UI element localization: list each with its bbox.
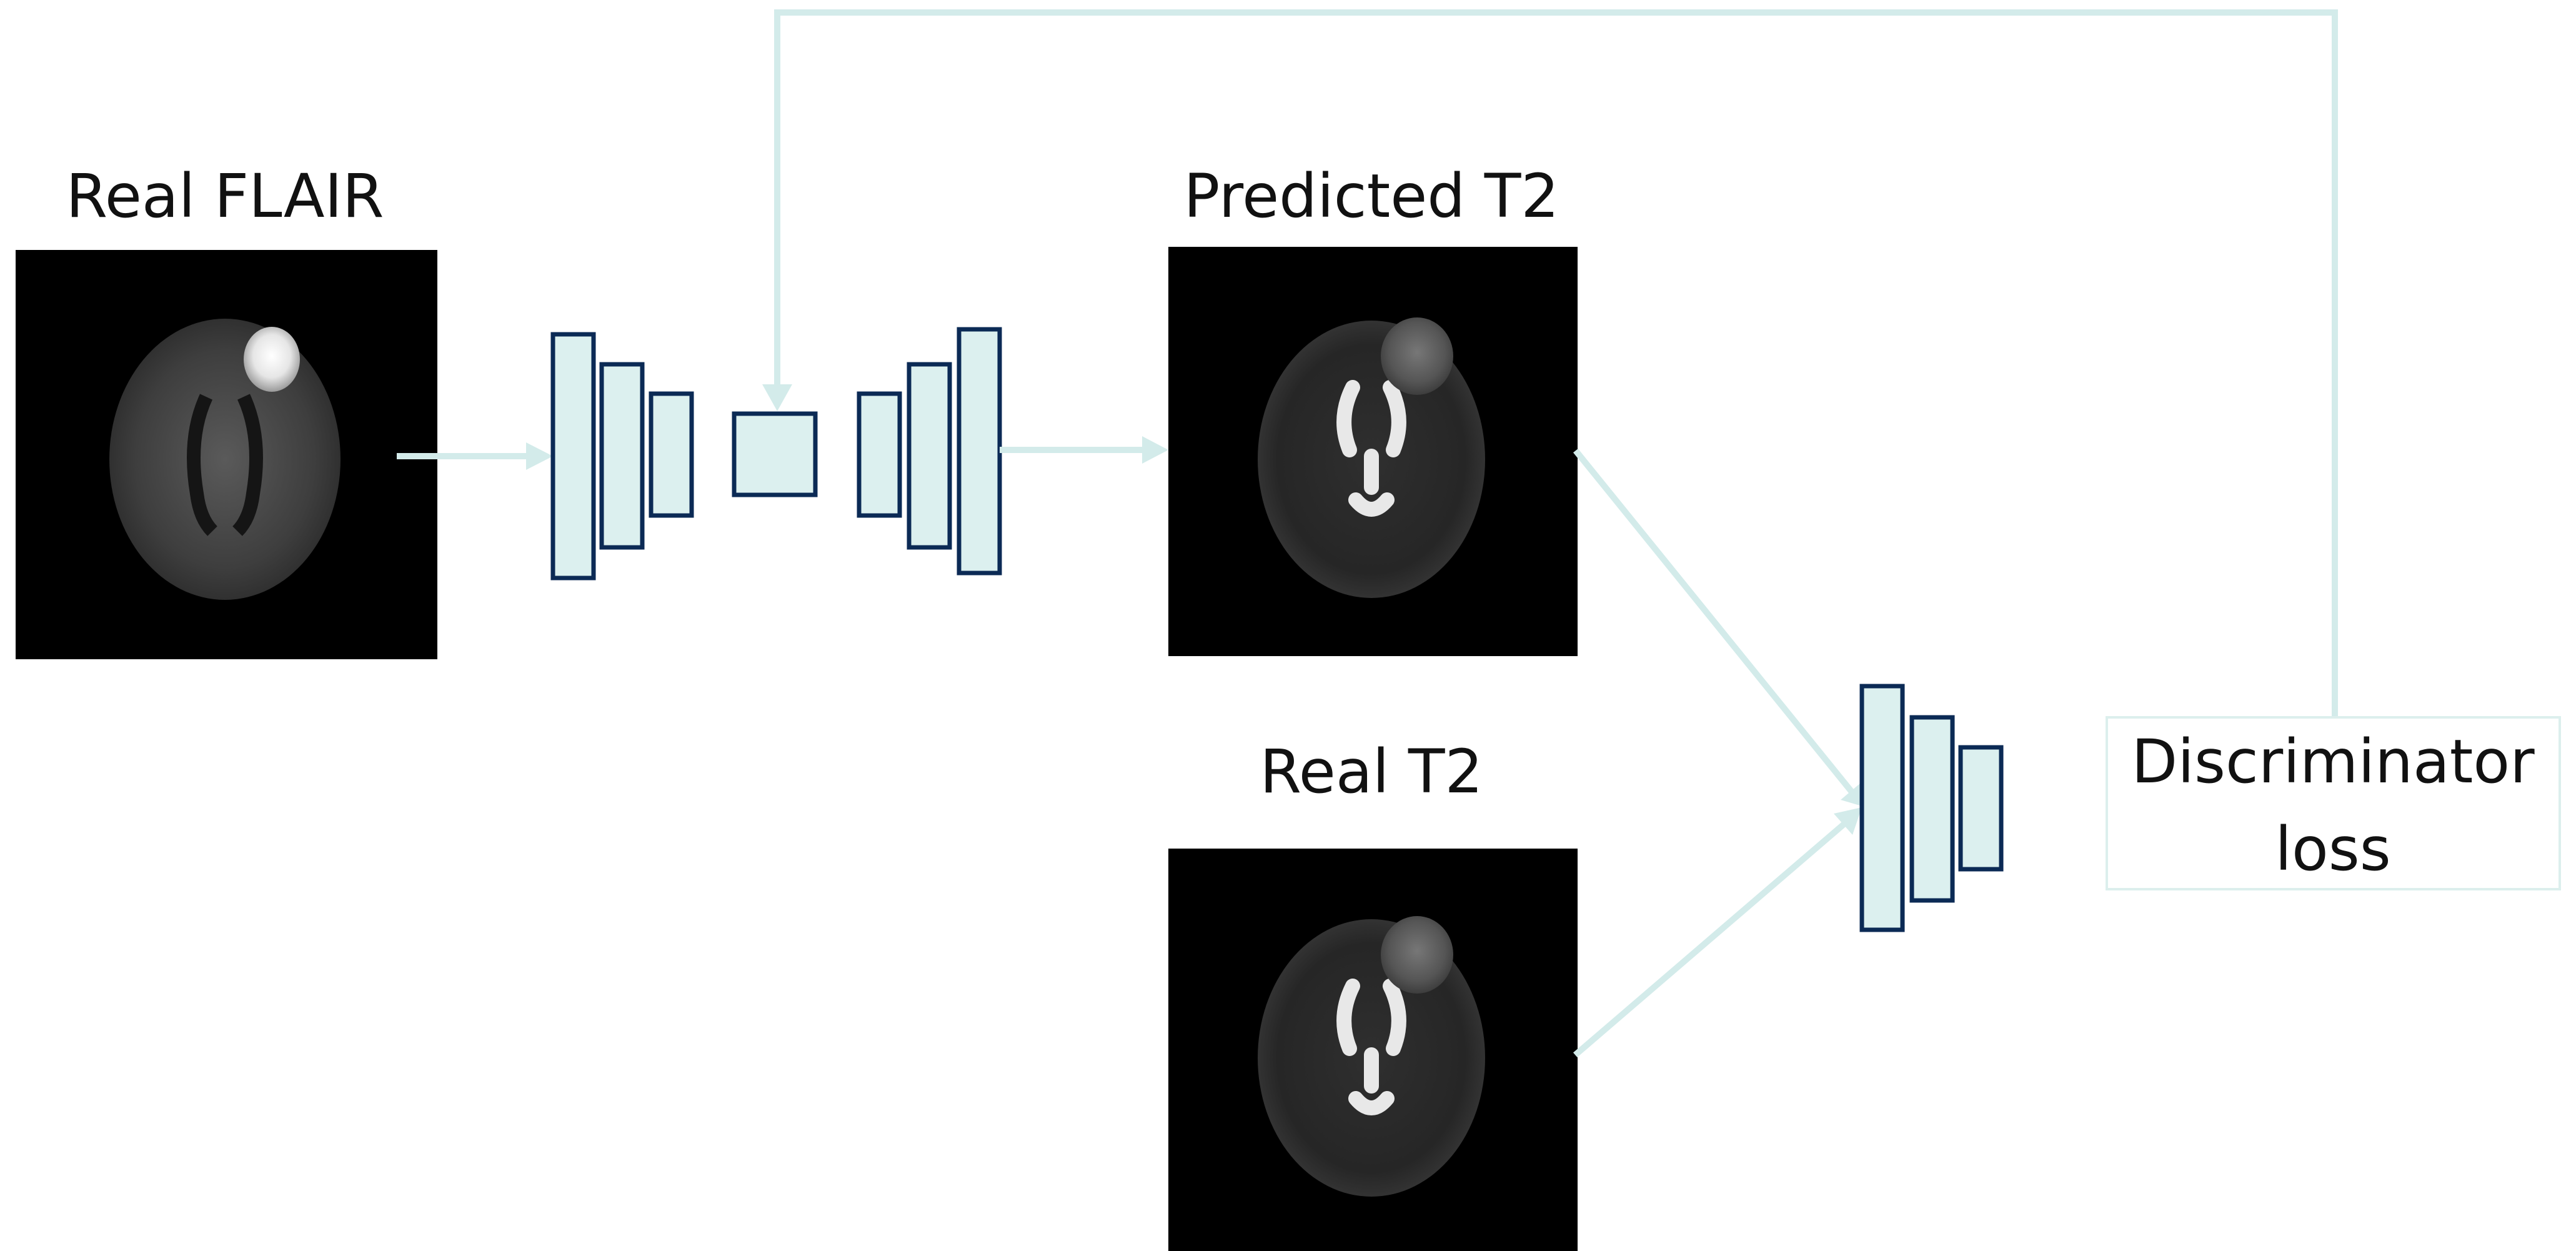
predicted-to-discriminator-arrowhead — [1841, 783, 1862, 806]
encoder-block-2 — [599, 362, 645, 550]
discriminator-block-3 — [1958, 745, 2004, 872]
discriminator-loss-line1: Discriminator — [2131, 727, 2535, 797]
feedback-arrowhead — [762, 384, 792, 411]
discriminator-block-2 — [1909, 715, 1955, 903]
real-to-discriminator-arrow — [1573, 820, 1848, 1058]
decoder-block-1 — [857, 391, 902, 518]
feedback-arrow — [774, 9, 2338, 722]
encoder-block-1 — [550, 332, 596, 581]
real-flair-image — [16, 250, 437, 659]
discriminator-block-1 — [1859, 684, 1905, 932]
predicted-to-discriminator-arrow — [1573, 448, 1856, 795]
real-to-discriminator-arrowhead — [1834, 807, 1862, 835]
output-arrowhead — [1142, 436, 1168, 464]
discriminator-loss-box — [2106, 716, 2561, 890]
input-arrowhead — [526, 442, 553, 470]
decoder-block-2 — [907, 362, 952, 550]
encoder-block-3 — [649, 391, 694, 518]
bottleneck-block — [732, 411, 818, 497]
discriminator-loss-line2: loss — [2275, 814, 2390, 884]
real-t2-image — [1168, 849, 1578, 1251]
real-flair-label: Real FLAIR — [66, 161, 384, 231]
real-t2-label: Real T2 — [1260, 737, 1483, 807]
predicted-t2-image — [1168, 247, 1578, 656]
decoder-block-3 — [957, 327, 1002, 576]
predicted-t2-label: Predicted T2 — [1184, 161, 1559, 231]
